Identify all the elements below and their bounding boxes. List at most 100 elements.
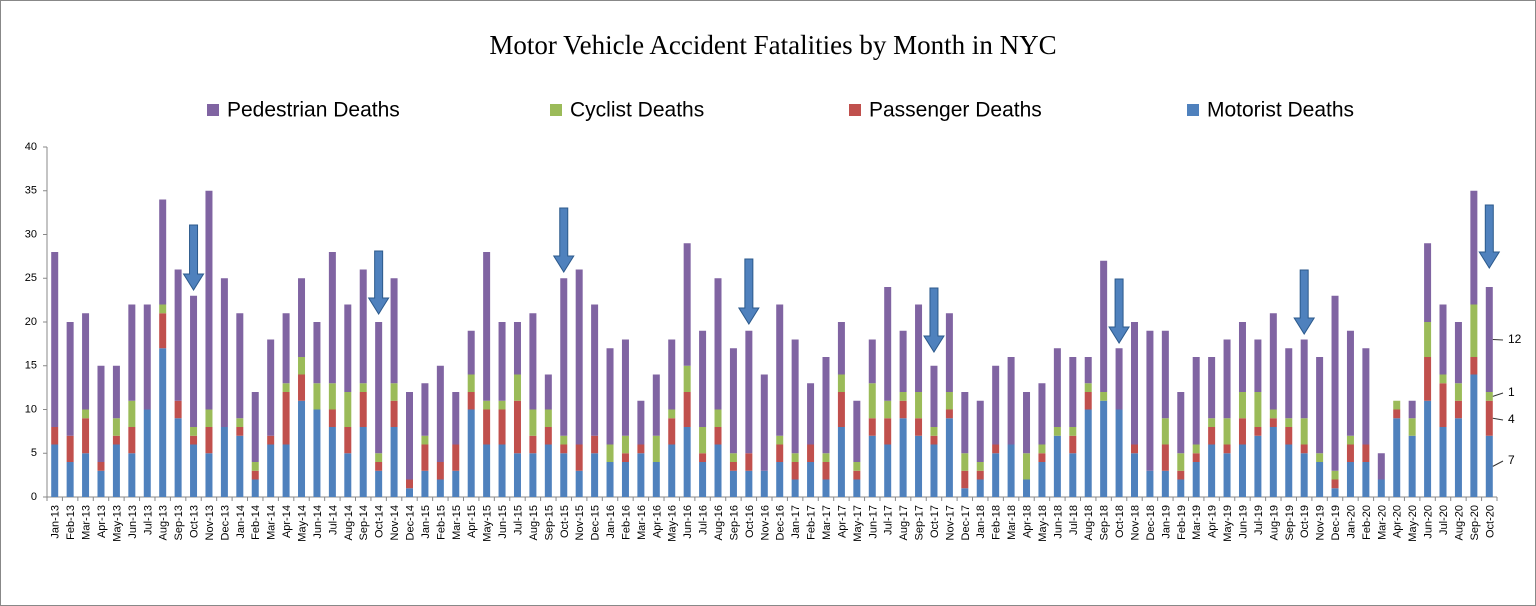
bar-segment [1331, 295, 1339, 471]
bar-segment [313, 409, 321, 497]
x-tick-label: Mar-16 [636, 505, 648, 540]
x-tick-label: Dec-16 [775, 505, 787, 540]
bar-segment [714, 444, 722, 497]
bar-segment [1316, 453, 1324, 462]
bar-segment [868, 339, 876, 384]
x-tick-label: Jun-20 [1423, 505, 1435, 539]
bar-segment [668, 444, 676, 497]
x-tick-label: Jan-13 [50, 505, 62, 539]
legend-label: Motorist Deaths [1207, 99, 1354, 122]
bar-segment [1285, 444, 1293, 497]
bar-segment [82, 418, 90, 454]
bar-segment [436, 462, 444, 480]
bar-segment [791, 453, 799, 462]
bar-segment [1424, 243, 1432, 322]
bar-segment [699, 427, 707, 454]
bar-segment [1485, 287, 1493, 392]
bar-segment [760, 470, 768, 497]
x-tick-label: Mar-15 [451, 505, 463, 540]
bar-segment [483, 409, 491, 445]
x-tick-label: Jan-14 [235, 505, 247, 539]
x-tick-label: Aug-18 [1083, 505, 1095, 540]
bar-segment [1115, 348, 1123, 410]
bar-segment [298, 357, 306, 375]
bar-segment [1131, 322, 1138, 445]
x-tick-label: Jul-15 [512, 505, 524, 535]
bar-segment [236, 418, 244, 427]
bar-segment [1485, 400, 1493, 436]
bar-segment [776, 462, 784, 497]
x-tick-label: Jul-19 [1253, 505, 1265, 535]
y-tick-label: 20 [25, 316, 37, 328]
bar-segment [745, 453, 753, 471]
bar-segment [421, 444, 429, 471]
legend-swatch [207, 104, 219, 116]
bar-segment [1454, 383, 1462, 401]
bar-segment [776, 444, 784, 462]
x-tick-label: Jun-16 [682, 505, 694, 539]
bar-segment [1362, 462, 1370, 497]
x-tick-label: Apr-19 [1207, 505, 1219, 538]
bar-segment [328, 383, 336, 410]
bar-segment [807, 462, 815, 497]
bar-segment [251, 392, 259, 462]
x-tick-label: Sep-18 [1099, 505, 1111, 540]
bar-segment [282, 313, 290, 384]
bar-segment [1161, 470, 1169, 497]
bar-segment [1470, 357, 1478, 375]
x-tick-label: May-18 [1037, 505, 1049, 542]
bar-segment [174, 418, 182, 497]
bar-segment [621, 339, 629, 436]
bar-segment [190, 444, 198, 497]
bar-segment [421, 470, 429, 497]
bar-segment [1300, 418, 1308, 445]
bar-segment [298, 400, 306, 497]
bar-segment [112, 418, 120, 436]
bar-segment [868, 435, 876, 497]
bar-segment [884, 418, 892, 445]
x-tick-label: Oct-17 [929, 505, 941, 538]
bar-segment [1454, 400, 1462, 419]
x-tick-label: Aug-13 [158, 505, 170, 540]
bar-segment [544, 409, 552, 427]
x-tick-label: Apr-17 [836, 505, 848, 538]
leader-line [1492, 392, 1504, 397]
bar-segment [1053, 348, 1061, 427]
bar-segment [97, 365, 105, 462]
bar-segment [375, 470, 383, 497]
bar-segment [992, 444, 1000, 454]
arrow [552, 207, 575, 273]
bar-segment [544, 444, 552, 497]
bar-segment [1223, 444, 1231, 454]
bar-segment [251, 479, 259, 497]
bar-segment [1254, 392, 1262, 427]
x-tick-label: Feb-18 [991, 505, 1003, 540]
bar-segment [1331, 488, 1339, 497]
bar-segment [837, 427, 845, 497]
bar-segment [606, 444, 614, 462]
bar-segment [899, 392, 907, 401]
bar-segment [1300, 444, 1308, 454]
bar-segment [313, 383, 321, 410]
bar-segment [483, 252, 491, 401]
bar-segment [112, 365, 120, 419]
bar-segment [66, 322, 74, 436]
arrow [1478, 204, 1501, 269]
arrow [367, 250, 390, 315]
x-tick-label: Sep-15 [543, 505, 555, 540]
bar-segment [899, 400, 907, 419]
x-tick-label: May-14 [297, 505, 309, 542]
bar-segment [1439, 427, 1447, 497]
bar-segment [97, 470, 105, 497]
bar-segment [1439, 383, 1447, 427]
x-tick-label: Dec-17 [960, 505, 972, 540]
bar-segment [591, 435, 599, 454]
bar-segment [375, 322, 383, 454]
x-tick-label: Sep-13 [173, 505, 185, 540]
x-tick-label: Nov-19 [1315, 505, 1327, 540]
y-tick-label: 0 [31, 491, 37, 503]
bar-segment [899, 418, 907, 497]
x-tick-label: Jan-19 [1160, 505, 1172, 539]
bar-segment [375, 453, 383, 462]
bar-segment [668, 339, 676, 410]
